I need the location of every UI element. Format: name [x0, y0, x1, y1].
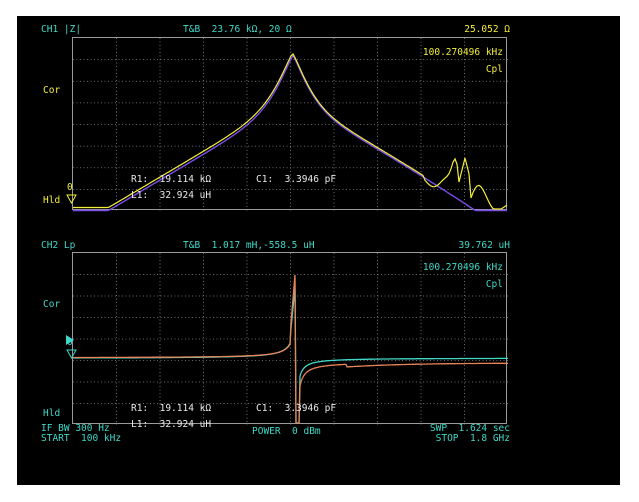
ch2-marker-freq: 100.270496 kHz	[422, 262, 503, 273]
ch1-mode: Cpl	[485, 64, 503, 75]
ch2-label-hld: Hld	[43, 408, 61, 419]
ch2-param-l1: L1: 32.924 uH	[131, 419, 212, 430]
ch1-label-hld: Hld	[43, 195, 61, 206]
ch2-header-left: CH2 Lp	[41, 240, 76, 251]
ch2-plot-area[interactable]: 100.270496 kHz Cpl R1: 19.114 kΩ C1: 3.3…	[72, 252, 508, 430]
ch2-ref-marker-icon	[66, 349, 77, 360]
ch1-trace-purple	[73, 54, 507, 212]
ch1-label-cor: Cor	[43, 85, 61, 96]
ch1-trace-yellow	[73, 53, 508, 210]
analyzer-screen: CH1 |Z| T&B 23.76 kΩ, 20 Ω 25.052 Ω Cor …	[17, 16, 620, 485]
footer-power: POWER 0 dBm	[252, 426, 321, 437]
ch1-header-right: 25.052 Ω	[464, 24, 510, 35]
ch1-plot-area[interactable]: 100.270496 kHz Cpl R1: 19.114 kΩ C1: 3.3…	[72, 37, 508, 212]
ch2-trace-chart	[73, 253, 508, 425]
ch2-header-right: 39.762 uH	[458, 240, 510, 251]
ch1-graticule	[73, 38, 508, 211]
ch2-label-cor: Cor	[43, 299, 61, 310]
ch2-active-marker-icon	[66, 335, 74, 345]
ch1-header-center: T&B 23.76 kΩ, 20 Ω	[183, 24, 292, 35]
ch2-trace-orange	[73, 274, 508, 424]
ch1-ref-zero: 0	[67, 182, 73, 193]
ch2-param-c1: C1: 3.3946 pF	[256, 403, 337, 414]
ch1-ref-marker-icon	[66, 194, 77, 205]
ch1-header-left: CH1 |Z|	[41, 24, 82, 35]
ch1-param-r1: R1: 19.114 kΩ	[131, 174, 212, 185]
ch2-header-center: T&B 1.017 mH,-558.5 uH	[183, 240, 315, 251]
footer-if-bw: IF BW 300 Hz	[41, 423, 110, 434]
ch1-param-c1: C1: 3.3946 pF	[256, 174, 337, 185]
ch2-param-r1: R1: 19.114 kΩ	[131, 403, 212, 414]
footer-swp: SWP 1.624 sec	[429, 423, 510, 434]
ch2-mode: Cpl	[485, 279, 503, 290]
footer-stop: STOP 1.8 GHz	[435, 433, 510, 444]
ch1-param-l1: L1: 32.924 uH	[131, 190, 212, 201]
ch1-trace-chart	[73, 38, 508, 212]
ch1-marker-freq: 100.270496 kHz	[422, 47, 503, 58]
footer-start: START 100 kHz	[41, 433, 122, 444]
